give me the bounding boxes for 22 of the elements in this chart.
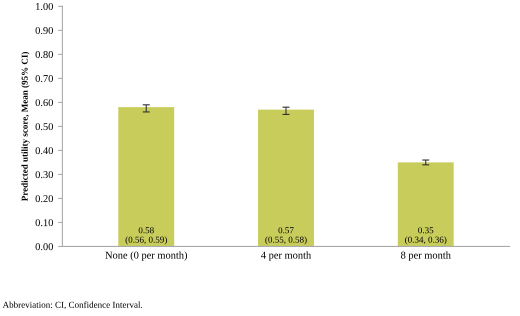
text: Abbreviation: CI, Confidence Interval. <box>2 301 142 310</box>
y-tick-label: 0.20 <box>36 195 53 202</box>
y-tick-label: 0.30 <box>36 171 53 178</box>
y-tick-label: 0.10 <box>36 219 53 226</box>
y-tick-label: 1.00 <box>36 3 53 10</box>
y-tick-label: 0.40 <box>36 147 53 154</box>
data-label: 0.58 (0.56, 0.59) <box>126 227 167 245</box>
x-tick-label: 8 per month <box>400 251 451 261</box>
x-tick-label: None (0 per month) <box>105 251 188 261</box>
data-label: 0.35 (0.34, 0.36) <box>405 227 446 245</box>
y-tick-label: 0.70 <box>36 75 53 82</box>
y-axis-title: Predicted utility score, Mean (95% CI) <box>21 52 30 202</box>
bar <box>258 110 314 246</box>
bar <box>398 162 454 246</box>
y-tick-label: 0.50 <box>36 123 53 130</box>
y-tick-label: 0.90 <box>36 27 53 34</box>
y-tick-label: 0.60 <box>36 99 53 106</box>
y-tick-label: 0.00 <box>36 243 53 250</box>
bar <box>118 107 174 246</box>
y-tick-label: 0.80 <box>36 51 53 58</box>
data-label: 0.57 (0.55, 0.58) <box>265 227 307 245</box>
x-tick-label: 4 per month <box>261 251 312 261</box>
